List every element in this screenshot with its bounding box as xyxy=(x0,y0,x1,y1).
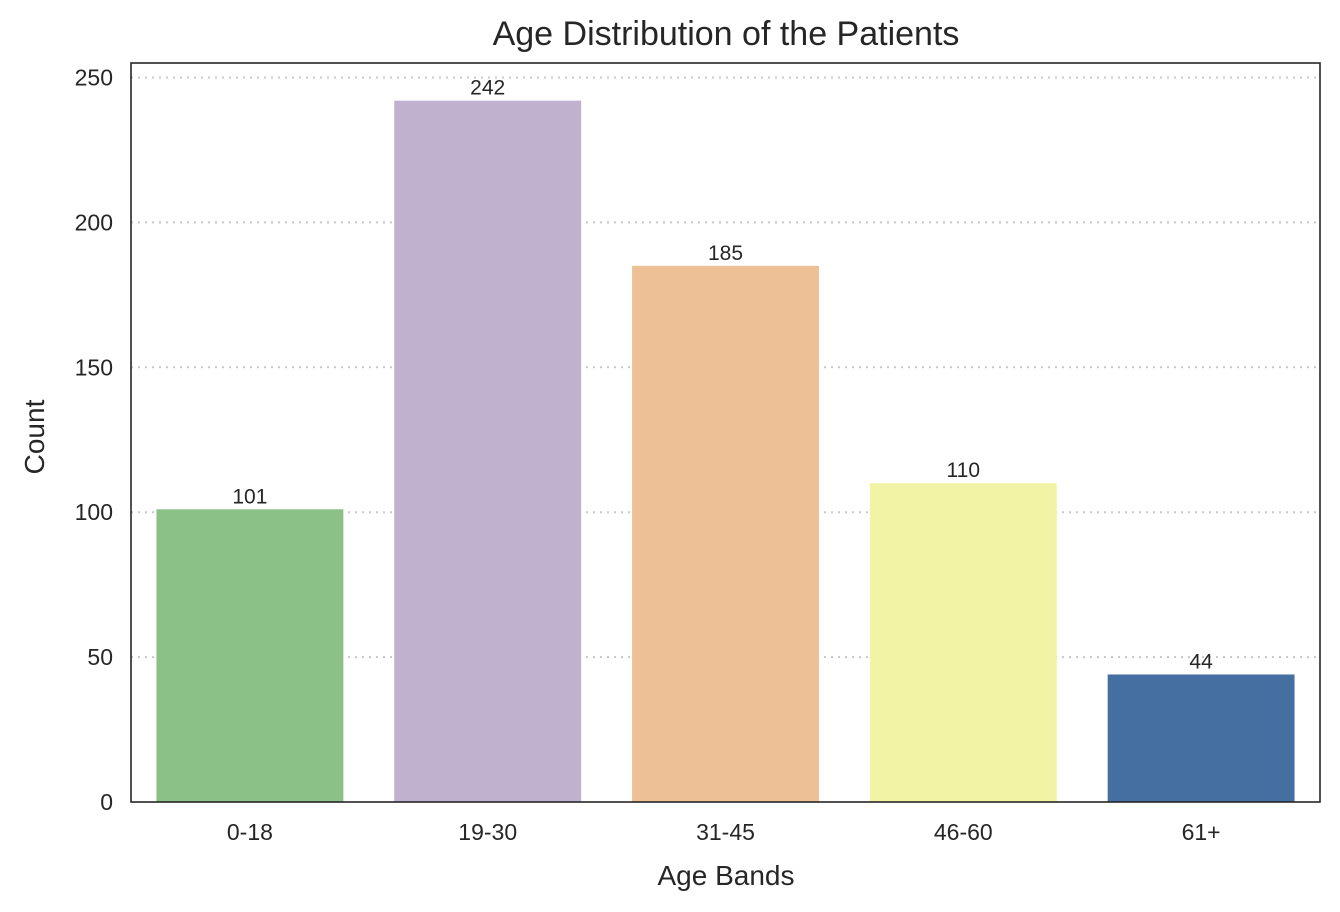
bar-31-45 xyxy=(632,265,819,802)
x-tick-label: 61+ xyxy=(1182,819,1221,845)
data-label: 44 xyxy=(1189,650,1213,673)
bar-61+ xyxy=(1107,674,1295,802)
y-axis-label: Count xyxy=(19,399,50,474)
y-tick-label: 100 xyxy=(75,499,113,525)
bars xyxy=(156,100,1295,803)
y-tick-label: 150 xyxy=(75,354,113,380)
plot-frame xyxy=(130,62,1321,803)
data-label: 110 xyxy=(947,459,980,482)
y-tick-label: 0 xyxy=(100,789,113,815)
bar-46-60 xyxy=(869,483,1057,802)
bar-19-30 xyxy=(394,100,582,803)
data-label: 101 xyxy=(232,485,267,508)
x-tick-label: 46-60 xyxy=(934,819,993,845)
y-tick-label: 50 xyxy=(87,644,113,670)
y-axis-ticks: 0 50 100 150 200 250 xyxy=(75,64,113,815)
x-axis-label: Age Bands xyxy=(658,860,795,891)
data-label: 185 xyxy=(708,242,743,265)
x-tick-label: 19-30 xyxy=(458,819,517,845)
x-tick-label: 31-45 xyxy=(696,819,755,845)
y-tick-label: 200 xyxy=(75,209,113,235)
y-tick-label: 250 xyxy=(75,64,113,90)
x-tick-label: 0-18 xyxy=(227,819,273,845)
chart-title: Age Distribution of the Patients xyxy=(493,15,960,53)
data-label: 242 xyxy=(470,77,505,100)
data-labels: 101 242 185 110 44 xyxy=(232,77,1213,674)
x-axis-ticks: 0-18 19-30 31-45 46-60 61+ xyxy=(227,819,1221,845)
bar-0-18 xyxy=(156,509,344,802)
